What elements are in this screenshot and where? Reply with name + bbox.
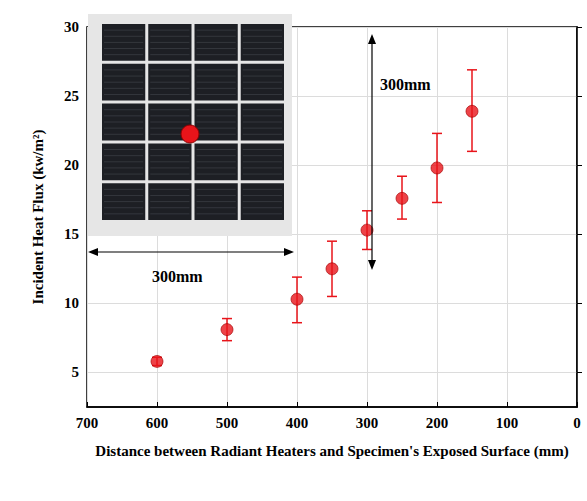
svg-text:Distance between Radiant Heate: Distance between Radiant Heaters and Spe… bbox=[95, 443, 568, 460]
svg-text:25: 25 bbox=[64, 88, 79, 104]
svg-text:500: 500 bbox=[216, 415, 239, 431]
svg-text:10: 10 bbox=[64, 295, 79, 311]
svg-text:300: 300 bbox=[356, 415, 379, 431]
svg-text:Incident Heat Flux (kw/m²): Incident Heat Flux (kw/m²) bbox=[30, 130, 47, 305]
svg-text:200: 200 bbox=[426, 415, 449, 431]
svg-text:5: 5 bbox=[72, 364, 80, 380]
svg-text:700: 700 bbox=[76, 415, 99, 431]
svg-text:30: 30 bbox=[64, 19, 79, 35]
svg-text:400: 400 bbox=[286, 415, 309, 431]
svg-text:15: 15 bbox=[64, 226, 79, 242]
svg-text:0: 0 bbox=[573, 415, 581, 431]
svg-text:600: 600 bbox=[146, 415, 169, 431]
svg-text:300mm: 300mm bbox=[152, 268, 203, 285]
svg-text:300mm: 300mm bbox=[380, 76, 431, 93]
svg-text:20: 20 bbox=[64, 157, 79, 173]
svg-text:100: 100 bbox=[496, 415, 519, 431]
